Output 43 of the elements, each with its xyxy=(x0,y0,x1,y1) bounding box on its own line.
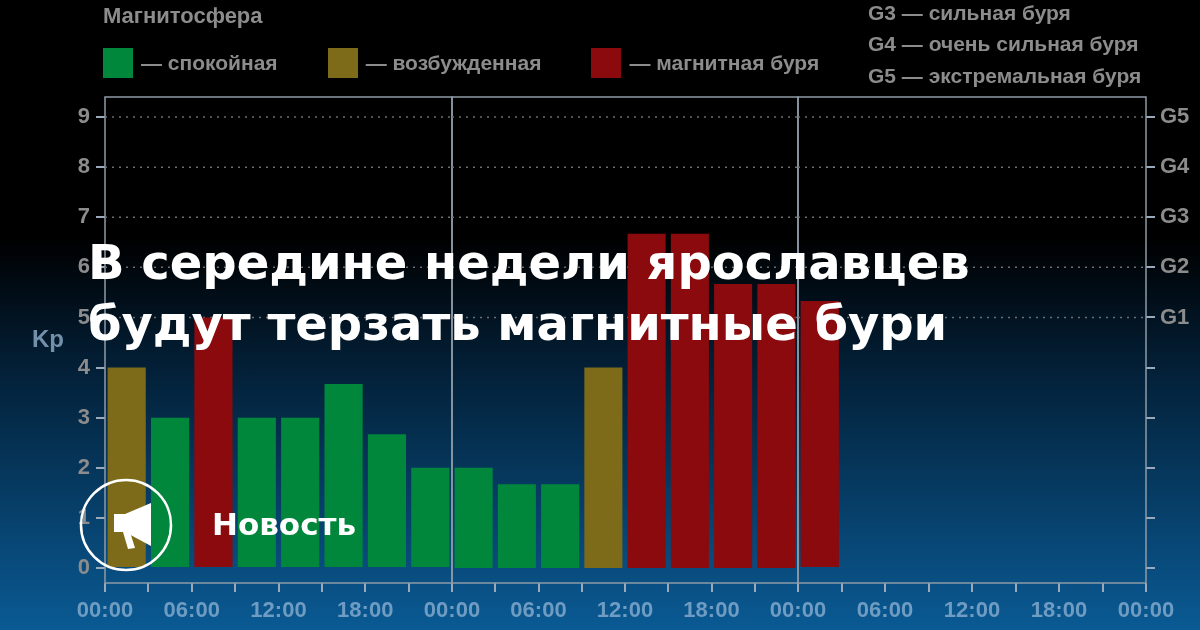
y-tick-label: 3 xyxy=(77,403,90,429)
x-tick-label: 06:00 xyxy=(856,597,914,623)
x-tick-label: 00:00 xyxy=(76,597,134,623)
y-tick-label: 5 xyxy=(77,303,90,329)
legend-title: Магнитосфера xyxy=(103,3,263,29)
y-tick-label: 9 xyxy=(77,103,90,129)
bar xyxy=(584,367,623,568)
annotation: Новость xyxy=(212,506,357,544)
bar xyxy=(497,484,536,568)
x-tick-label: 18:00 xyxy=(1030,597,1088,623)
x-tick-label: 18:00 xyxy=(337,597,394,623)
y-axis-title: Kp xyxy=(32,324,64,352)
legend-label: — спокойная xyxy=(141,51,278,75)
x-tick-label: 12:00 xyxy=(250,597,307,623)
ref-line-label: G4 xyxy=(1160,153,1191,179)
ref-line-label: G5 xyxy=(1160,103,1190,129)
x-tick-label: 00:00 xyxy=(1117,597,1175,623)
y-tick-label: 4 xyxy=(77,353,91,379)
bar xyxy=(367,434,407,567)
y-tick-label: 8 xyxy=(77,153,90,179)
text: G3 — сильная буря xyxy=(868,0,1071,26)
x-tick-label: 06:00 xyxy=(163,597,220,623)
x-tick-label: 18:00 xyxy=(683,597,740,623)
ref-line-label: G2 xyxy=(1160,253,1190,279)
y-tick-label: 0 xyxy=(77,554,90,580)
legend-label: — возбужденная xyxy=(365,51,542,75)
text: G5 — экстремальная буря xyxy=(868,63,1142,89)
bar xyxy=(411,467,450,567)
legend-label: — магнитная буря xyxy=(629,51,820,75)
y-tick-label: 7 xyxy=(77,203,90,229)
y-tick-label: 2 xyxy=(77,453,90,479)
x-tick-label: 12:00 xyxy=(596,597,654,623)
ref-line-label: G1 xyxy=(1160,303,1190,329)
text: G4 — очень сильная буря xyxy=(868,31,1139,57)
bar xyxy=(541,484,580,568)
y-tick-label: 6 xyxy=(77,253,90,279)
ref-line-label: G3 xyxy=(1160,203,1190,229)
x-tick-label: 06:00 xyxy=(510,597,567,623)
bar xyxy=(150,417,190,567)
x-tick-label: 12:00 xyxy=(943,597,1001,623)
x-tick-label: 00:00 xyxy=(423,597,481,623)
bar xyxy=(454,467,493,568)
x-tick-label: 00:00 xyxy=(769,597,827,623)
